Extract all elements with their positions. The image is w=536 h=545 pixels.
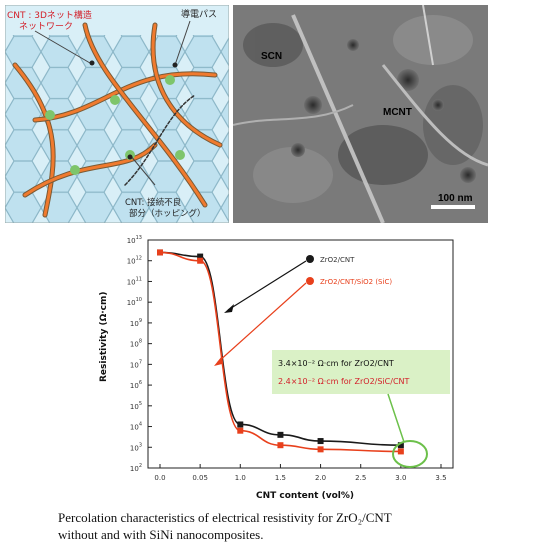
- x-tick-label: 1.0: [235, 474, 246, 482]
- x-tick-label: 1.5: [275, 474, 286, 482]
- y-tick-label: 109: [130, 318, 142, 328]
- data-point: [317, 446, 324, 453]
- figure-caption-line-1: Percolation characteristics of electrica…: [58, 510, 392, 525]
- legend-label-2: ZrO2/CNT/SiO2 (SiC): [320, 278, 392, 286]
- legend-marker-zro2-sic-cnt: [306, 277, 314, 285]
- x-tick-label: 2.5: [355, 474, 366, 482]
- legend-arrow-2: [217, 282, 307, 363]
- y-axis-label: Resistivity (Ω·cm): [99, 292, 109, 382]
- data-point: [277, 431, 284, 438]
- annotation-line-2: 2.4×10⁻² Ω·cm for ZrO2/SiC/CNT: [278, 377, 410, 386]
- highlight-ellipse: [392, 440, 428, 468]
- y-tick-label: 1011: [127, 276, 142, 286]
- x-tick-label: 3.5: [435, 474, 446, 482]
- legend-marker-zro2-cnt: [306, 255, 314, 263]
- legend: ZrO2/CNT ZrO2/CNT/SiO2 (SiC): [306, 255, 392, 286]
- data-point: [157, 249, 163, 256]
- y-tick-label: 104: [130, 422, 142, 432]
- x-tick-label: 0.05: [192, 474, 208, 482]
- data-point: [237, 427, 244, 434]
- y-tick-label: 107: [130, 359, 142, 369]
- data-point: [397, 448, 404, 455]
- schematic-label-hopping: 部分（ホッピング）: [129, 208, 206, 219]
- data-point: [197, 253, 204, 260]
- figure-caption-line-2: without and with SiNi nanocomposites.: [58, 527, 264, 542]
- y-tick-label: 105: [130, 401, 142, 411]
- schematic-label-network: CNT : 3Dネット構造: [7, 9, 92, 21]
- cnt-network-schematic: CNT : 3Dネット構造 ネットワーク 導電パス CNT: 接続不良 部分（ホ…: [4, 4, 230, 224]
- data-point: [197, 257, 204, 264]
- schematic-label-network-2: ネットワーク: [19, 21, 73, 32]
- annotation-box: [272, 350, 450, 394]
- sem-label-scn: SCN: [261, 51, 282, 62]
- sem-label-mcnt: MCNT: [383, 107, 412, 118]
- data-point: [397, 442, 404, 449]
- annotation-line-1: 3.4×10⁻² Ω·cm for ZrO2/CNT: [278, 359, 394, 368]
- scale-bar-label: 100 nm: [438, 193, 473, 204]
- y-tick-label: 1012: [127, 256, 142, 266]
- y-tick-label: 102: [130, 463, 142, 473]
- highlight-leader: [387, 393, 405, 443]
- data-point: [317, 438, 324, 445]
- data-point: [277, 442, 284, 449]
- legend-arrow-1: [227, 260, 307, 311]
- x-tick-label: 3.0: [395, 474, 406, 482]
- scale-bar: [431, 205, 475, 209]
- y-tick-label: 1010: [127, 297, 142, 307]
- y-tick-label: 108: [130, 339, 142, 349]
- x-tick-label: 2.0: [315, 474, 326, 482]
- resistivity-chart: 102 103 104 105 106 107 108 109 1010 1011 1012 1013…: [88, 232, 468, 504]
- legend-label-1: ZrO2/CNT: [320, 256, 355, 264]
- data-point: [237, 421, 244, 428]
- y-tick-label: 103: [130, 442, 142, 452]
- y-tick-label: 1013: [127, 235, 142, 245]
- schematic-label-path: 導電パス: [181, 8, 217, 20]
- y-tick-label: 106: [130, 380, 142, 390]
- schematic-label-junction: CNT: 接続不良: [125, 197, 182, 208]
- sem-micrograph: SCN MCNT 100 nm: [233, 5, 488, 223]
- x-axis-label: CNT content (vol%): [256, 491, 354, 501]
- x-tick-label: 0.0: [154, 474, 165, 482]
